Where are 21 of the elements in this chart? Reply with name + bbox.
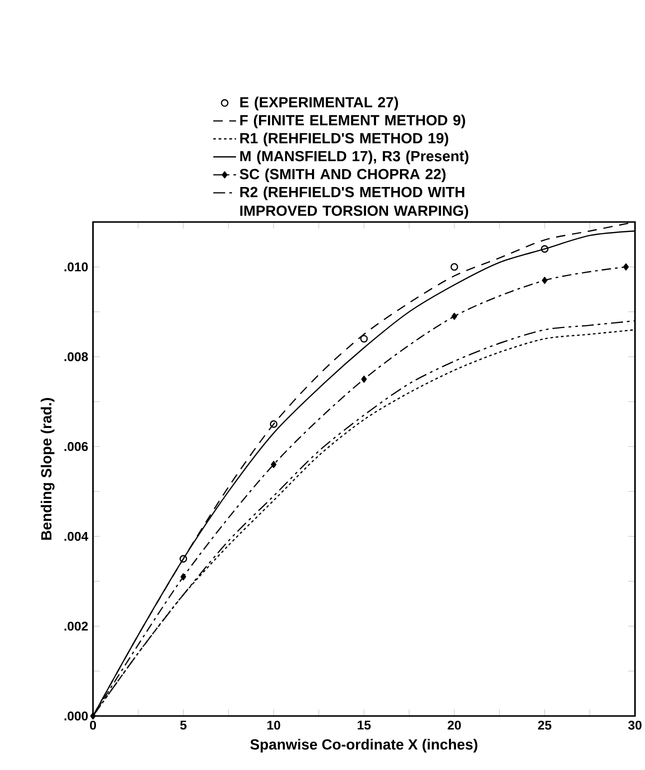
x-tick-label: 20 — [448, 720, 461, 730]
x-tick-label: 0 — [90, 720, 96, 730]
y-axis-title: Bending Slope (rad.) — [40, 398, 54, 540]
x-tick-label: 30 — [628, 720, 642, 730]
legend-label: R2 (REHFIELD'S METHOD WITH IMPROVED TORSION WARPING) — [240, 186, 468, 219]
x-tick-label: 10 — [267, 720, 280, 730]
legend-label: E (EXPERIMENTAL 27) — [240, 96, 398, 110]
legend-label: SC (SMITH AND CHOPRA 22) — [240, 168, 446, 182]
x-tick-label: 15 — [358, 720, 371, 730]
y-tick-label: .004 — [64, 532, 88, 541]
x-tick-label: 25 — [538, 720, 552, 730]
legend-label: M (MANSFIELD 17), R3 (Present) — [240, 150, 468, 164]
x-axis-title: Spanwise Co-ordinate X (inches) — [250, 738, 478, 753]
legend-label: R1 (REHFIELD'S METHOD 19) — [240, 132, 448, 146]
y-tick-label: .008 — [64, 352, 88, 362]
y-tick-label: .000 — [64, 712, 88, 720]
y-tick-label: .002 — [64, 622, 88, 631]
y-tick-label: .006 — [64, 442, 88, 452]
legend-label: F (FINITE ELEMENT METHOD 9) — [240, 114, 466, 128]
x-tick-label: 5 — [180, 720, 186, 730]
y-tick-label: .010 — [64, 262, 88, 272]
